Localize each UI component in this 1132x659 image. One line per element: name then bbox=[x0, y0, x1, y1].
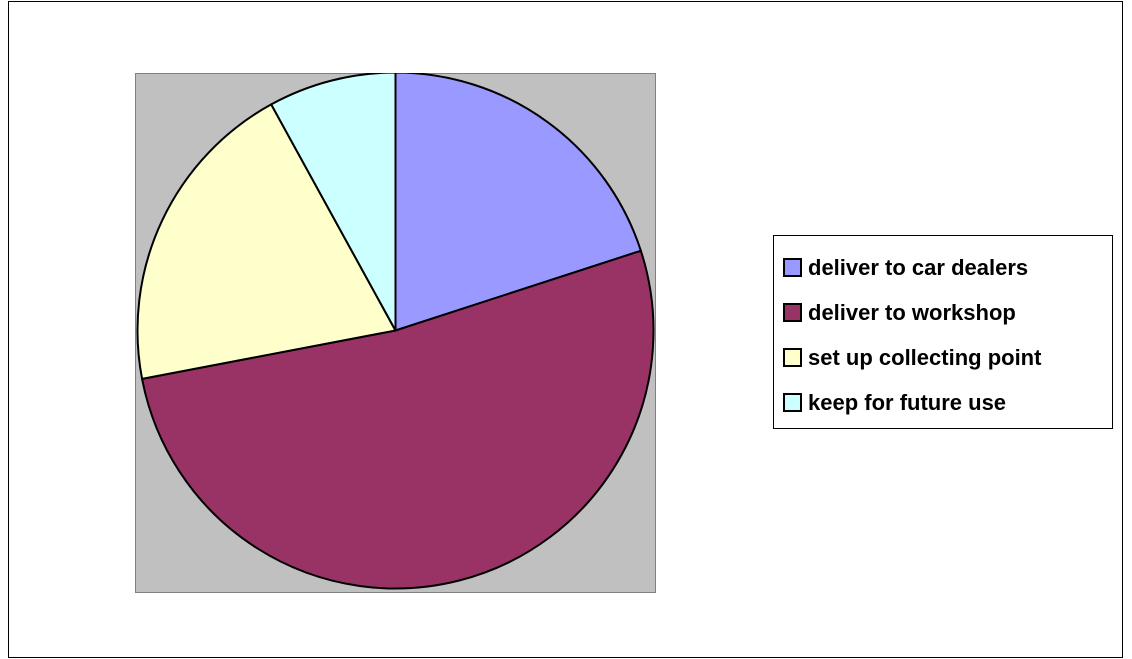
legend-swatch-collecting-point bbox=[783, 348, 802, 367]
legend-item-future-use: keep for future use bbox=[783, 380, 1112, 425]
legend-swatch-car-dealers bbox=[783, 258, 802, 277]
legend-item-car-dealers: deliver to car dealers bbox=[783, 245, 1112, 290]
legend-label-workshop: deliver to workshop bbox=[808, 300, 1016, 326]
legend-label-future-use: keep for future use bbox=[808, 390, 1006, 416]
legend: deliver to car dealers deliver to worksh… bbox=[773, 235, 1113, 429]
legend-swatch-future-use bbox=[783, 393, 802, 412]
legend-item-workshop: deliver to workshop bbox=[783, 290, 1112, 335]
legend-item-collecting-point: set up collecting point bbox=[783, 335, 1112, 380]
legend-label-collecting-point: set up collecting point bbox=[808, 345, 1041, 371]
legend-label-car-dealers: deliver to car dealers bbox=[808, 255, 1028, 281]
pie-chart bbox=[135, 73, 656, 593]
legend-swatch-workshop bbox=[783, 303, 802, 322]
